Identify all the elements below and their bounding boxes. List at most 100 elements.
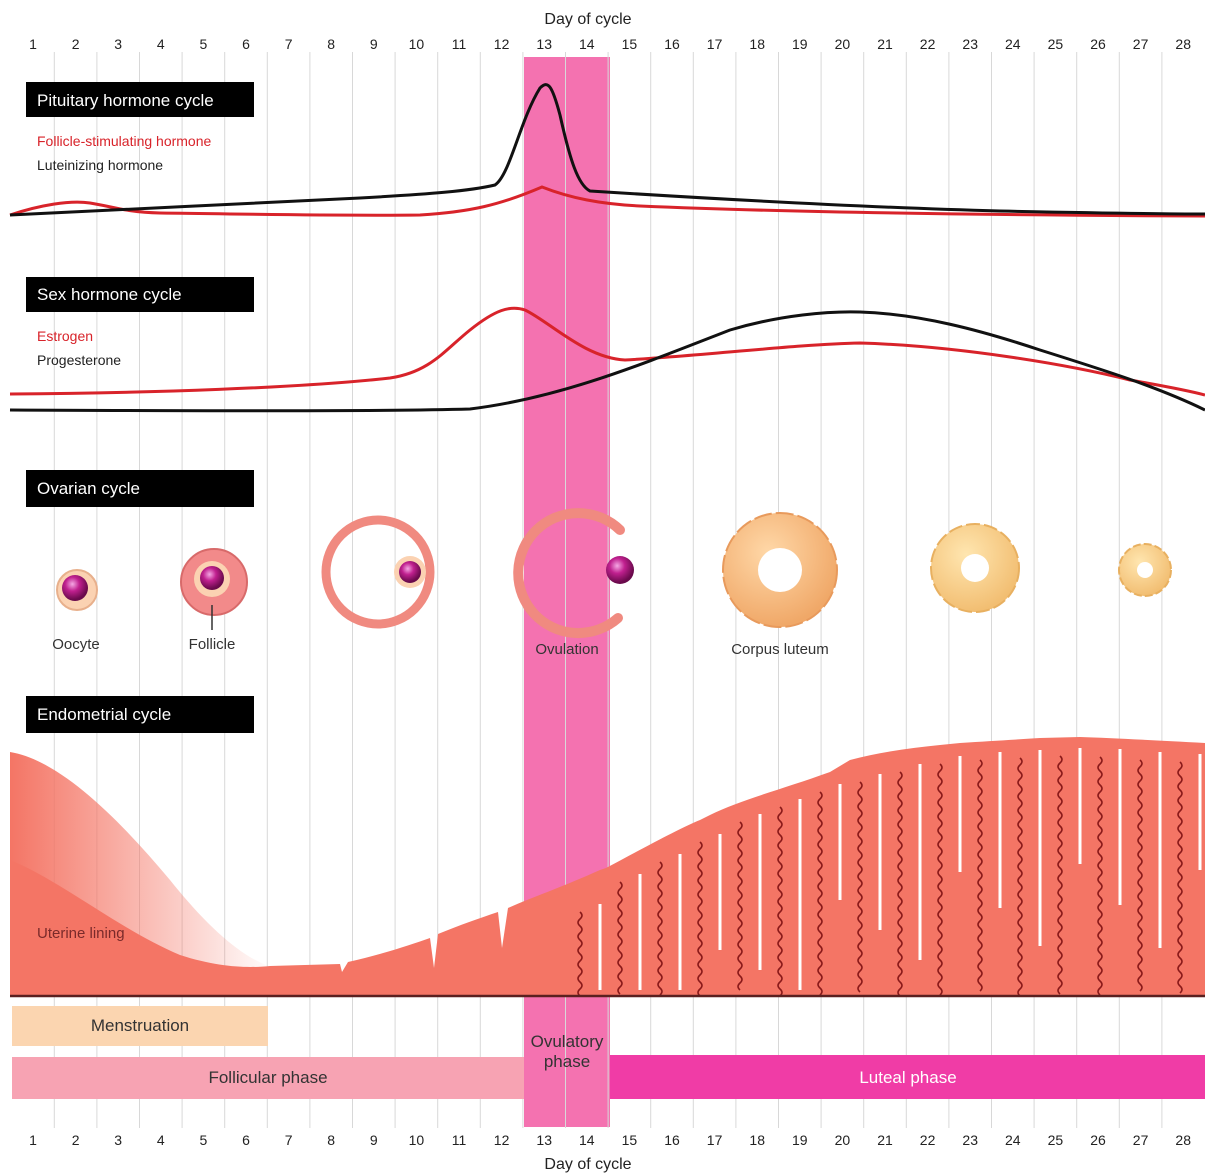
sex-title-box	[26, 277, 254, 312]
day-tick-label: 23	[962, 36, 978, 52]
endometrial-gland	[777, 806, 783, 997]
fsh-curve	[9, 185, 1205, 218]
day-tick-label: 11	[452, 36, 467, 52]
ovarian-title: Ovarian cycle	[37, 479, 140, 498]
day-tick-label: 6	[242, 36, 250, 52]
day-tick-label: 25	[1048, 36, 1064, 52]
endometrial-title: Endometrial cycle	[37, 705, 171, 724]
endometrial-glands	[577, 748, 1202, 997]
day-axis-top: 1 2 3 4 5 6 7 8 9 10 11 12 13 14 15 16 17 18 19 20 21 22 23 24 2…	[29, 36, 1191, 52]
ovulatory-label-line2: phase	[544, 1052, 590, 1071]
endometrial-gland	[937, 763, 943, 996]
day-tick-label: 10	[409, 36, 425, 52]
corpus-luteum-medium	[930, 523, 1020, 613]
endometrial-gland	[1017, 757, 1023, 997]
endometrial-gland	[697, 841, 703, 997]
estrogen-legend: Estrogen	[37, 328, 93, 344]
day-tick-label: 19	[792, 36, 808, 52]
oocyte-label: Oocyte	[52, 636, 100, 653]
day-tick-label: 16	[664, 36, 680, 52]
day-tick-label: 7	[285, 1132, 293, 1148]
endometrial-gland	[1137, 759, 1143, 992]
day-tick-label: 1	[29, 36, 37, 52]
luteal-label: Luteal phase	[859, 1068, 956, 1087]
day-tick-label: 24	[1005, 1132, 1021, 1148]
day-tick-label: 13	[536, 1132, 552, 1148]
day-tick-label: 8	[327, 36, 335, 52]
day-tick-label: 1	[29, 1132, 37, 1148]
day-tick-label: 26	[1090, 36, 1106, 52]
day-tick-label: 24	[1005, 36, 1021, 52]
day-tick-label: 13	[536, 36, 552, 52]
follicle-label: Follicle	[189, 636, 236, 653]
day-tick-label: 14	[579, 1132, 595, 1148]
pituitary-title-box	[26, 82, 254, 117]
progesterone-legend: Progesterone	[37, 352, 121, 368]
endometrial-gland	[977, 759, 983, 992]
endometrial-gland	[577, 911, 583, 997]
day-tick-label: 7	[285, 36, 293, 52]
day-tick-label: 22	[920, 1132, 936, 1148]
day-tick-label: 27	[1133, 36, 1149, 52]
corpus-luteum-large	[722, 512, 838, 628]
axis-title-top: Day of cycle	[544, 11, 631, 28]
menstruation-bar	[12, 1006, 268, 1046]
lh-curve	[9, 83, 1205, 217]
day-tick-label: 14	[579, 36, 595, 52]
day-tick-label: 17	[707, 1132, 723, 1148]
estrogen-curve	[9, 306, 1205, 397]
day-tick-label: 17	[707, 36, 723, 52]
day-tick-label: 27	[1133, 1132, 1149, 1148]
uterine-lining-label: Uterine lining	[37, 925, 125, 942]
lh-legend: Luteinizing hormone	[37, 157, 163, 173]
axis-title-bottom: Day of cycle	[544, 1156, 631, 1173]
endometrial-gland	[817, 791, 823, 996]
day-tick-label: 4	[157, 36, 165, 52]
day-tick-label: 8	[327, 1132, 335, 1148]
ovulation-graphic	[513, 508, 634, 639]
endometrial-gland	[1097, 756, 1103, 996]
day-tick-label: 22	[920, 36, 936, 52]
endometrial-gland	[617, 881, 623, 995]
fsh-legend: Follicle-stimulating hormone	[37, 133, 212, 149]
day-tick-label: 12	[494, 36, 510, 52]
day-tick-label: 2	[72, 36, 80, 52]
day-tick-label: 9	[370, 36, 378, 52]
uterine-lining	[10, 737, 1205, 995]
endometrial-gland	[1057, 755, 1063, 995]
endometrial-gland	[1177, 761, 1183, 994]
luteal-bar	[610, 1055, 1205, 1099]
day-tick-label: 4	[157, 1132, 165, 1148]
day-tick-label: 25	[1048, 1132, 1064, 1148]
endometrial-gland	[737, 821, 743, 991]
day-axis-bottom: 1 2 3 4 5 6 7 8 9 10 11 12 13 14 15 16 17 18 19 20 21 22 23 24 2…	[29, 1132, 1191, 1148]
menstruation-label: Menstruation	[91, 1016, 189, 1035]
day-tick-label: 21	[877, 1132, 893, 1148]
corpus-luteum-small	[1118, 543, 1172, 597]
day-tick-label: 3	[114, 36, 122, 52]
progesterone-curve	[9, 310, 1205, 413]
endometrial-gland	[897, 771, 903, 997]
oocyte-graphic	[56, 569, 98, 611]
day-tick-label: 20	[835, 1132, 851, 1148]
day-tick-label: 11	[452, 1132, 467, 1148]
day-tick-label: 26	[1090, 1132, 1106, 1148]
day-tick-label: 28	[1175, 1132, 1191, 1148]
day-tick-label: 16	[664, 1132, 680, 1148]
endometrial-gland	[657, 861, 663, 996]
growing-follicle-graphic	[321, 515, 435, 629]
day-tick-label: 18	[749, 1132, 765, 1148]
day-tick-label: 5	[200, 36, 208, 52]
day-tick-label: 5	[200, 1132, 208, 1148]
follicular-label: Follicular phase	[208, 1068, 327, 1087]
day-tick-label: 15	[622, 36, 638, 52]
day-tick-label: 23	[962, 1132, 978, 1148]
pituitary-title: Pituitary hormone cycle	[37, 91, 214, 110]
day-tick-label: 12	[494, 1132, 510, 1148]
day-tick-label: 6	[242, 1132, 250, 1148]
day-tick-label: 15	[622, 1132, 638, 1148]
day-tick-label: 18	[749, 36, 765, 52]
endometrial-title-box	[26, 696, 254, 733]
day-tick-label: 9	[370, 1132, 378, 1148]
